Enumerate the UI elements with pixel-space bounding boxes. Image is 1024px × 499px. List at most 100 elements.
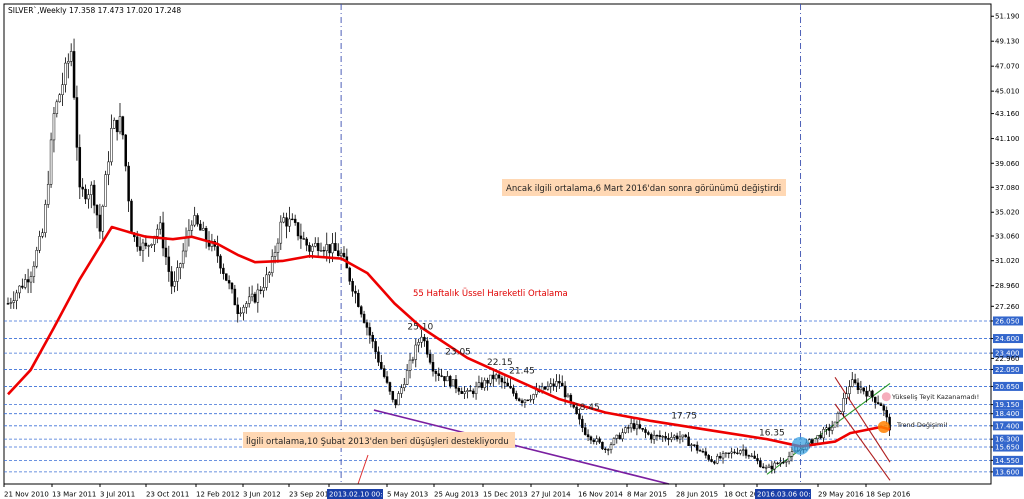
candle-body	[414, 344, 418, 360]
candle-body	[67, 61, 70, 64]
y-tick-label: 17.400	[995, 422, 1020, 430]
candle-body	[250, 293, 254, 298]
candle-body	[549, 383, 552, 387]
x-tick-label: 13 Mar 2011	[52, 491, 96, 499]
candle-body	[322, 250, 326, 252]
candle-body	[9, 302, 13, 304]
candle-body	[374, 341, 377, 353]
candle-body	[477, 382, 481, 387]
candle-body	[52, 113, 56, 141]
candle-body	[380, 361, 383, 369]
event-markers	[357, 392, 891, 485]
candle-body	[466, 390, 469, 392]
candle-body	[833, 421, 837, 428]
candle-body	[147, 245, 150, 247]
y-tick-label: 24.600	[995, 335, 1020, 343]
candle-body	[790, 451, 794, 457]
candle-body	[652, 435, 656, 440]
candle-body	[21, 285, 24, 288]
candle-body	[230, 282, 234, 290]
candle-body	[141, 242, 145, 251]
candle-body	[331, 243, 334, 254]
candle-body	[859, 387, 863, 391]
candle-body	[32, 265, 36, 277]
candle-body	[816, 435, 820, 439]
note-trend-change: Trend Değişimi!	[896, 421, 948, 429]
y-tick-label: 27.260	[995, 303, 1020, 311]
x-tick-label: 5 May 2013	[387, 491, 428, 499]
peak-label-1: 23.05	[445, 347, 471, 357]
candle-body	[328, 244, 331, 254]
candle-body	[236, 304, 239, 314]
candle-body	[316, 243, 320, 251]
candle-body	[664, 436, 667, 439]
x-tick-label: 2016.03.06 00:00	[757, 491, 819, 499]
x-tick-label: 27 Jul 2014	[531, 491, 571, 499]
candle-body	[592, 439, 596, 442]
y-level-badge	[993, 316, 1023, 326]
candle-body	[216, 246, 219, 257]
candle-body	[184, 236, 188, 252]
candle-body	[756, 458, 759, 462]
candle-body	[273, 252, 277, 257]
candle-body	[305, 238, 308, 246]
y-level-badge	[993, 364, 1023, 374]
candle-body	[219, 255, 222, 269]
y-tick-label: 19.150	[995, 401, 1020, 409]
candle-body	[497, 374, 501, 379]
candle-body	[509, 385, 512, 389]
candle-body	[144, 242, 148, 247]
x-marker-badge	[327, 489, 383, 499]
candle-body	[848, 386, 851, 395]
y-tick-label: 14.550	[995, 457, 1020, 465]
candle-body	[101, 206, 105, 232]
candle-body	[520, 400, 524, 403]
candle-body	[118, 116, 122, 133]
candle-body	[124, 134, 127, 167]
candle-body	[721, 453, 725, 459]
candle-body	[595, 438, 598, 442]
candle-body	[624, 427, 627, 433]
support-trendline	[373, 409, 670, 485]
x-tick-label: 28 Jun 2015	[676, 491, 718, 499]
candle-body	[431, 362, 435, 372]
candle-body	[612, 438, 616, 445]
candle-body	[670, 437, 673, 440]
candle-body	[753, 455, 756, 459]
candle-body	[420, 336, 423, 343]
candle-body	[480, 382, 484, 388]
candle-body	[744, 449, 748, 456]
candle-body	[770, 465, 774, 470]
candle-body	[523, 399, 527, 403]
candle-body	[575, 406, 578, 415]
candle-body	[776, 462, 779, 465]
candle-body	[469, 390, 472, 392]
x-tick-label: 23 Sep 2012	[289, 491, 333, 499]
candle-body	[153, 235, 156, 245]
candle-body	[334, 243, 337, 251]
candle-body	[247, 296, 251, 304]
candle-body	[761, 466, 765, 469]
trend-change-marker	[877, 421, 890, 434]
candle-body	[583, 427, 587, 435]
candle-body	[18, 285, 21, 294]
y-tick-label: 41.100	[995, 135, 1020, 143]
candle-body	[586, 434, 590, 438]
candle-body	[6, 303, 10, 305]
candle-body	[552, 383, 555, 387]
candle-body	[555, 381, 558, 387]
candle-body	[474, 386, 478, 394]
y-tick-label: 26.050	[995, 317, 1020, 325]
candle-body	[262, 287, 265, 291]
candle-body	[851, 379, 854, 387]
candle-body	[759, 460, 762, 468]
candle-body	[856, 382, 860, 391]
candle-body	[658, 435, 662, 437]
candle-body	[270, 256, 274, 273]
crossover-marker	[791, 436, 810, 455]
candle-body	[12, 300, 15, 303]
candle-body	[92, 184, 96, 206]
y-tick-label: 51.190	[995, 13, 1020, 21]
candle-body	[417, 342, 420, 346]
